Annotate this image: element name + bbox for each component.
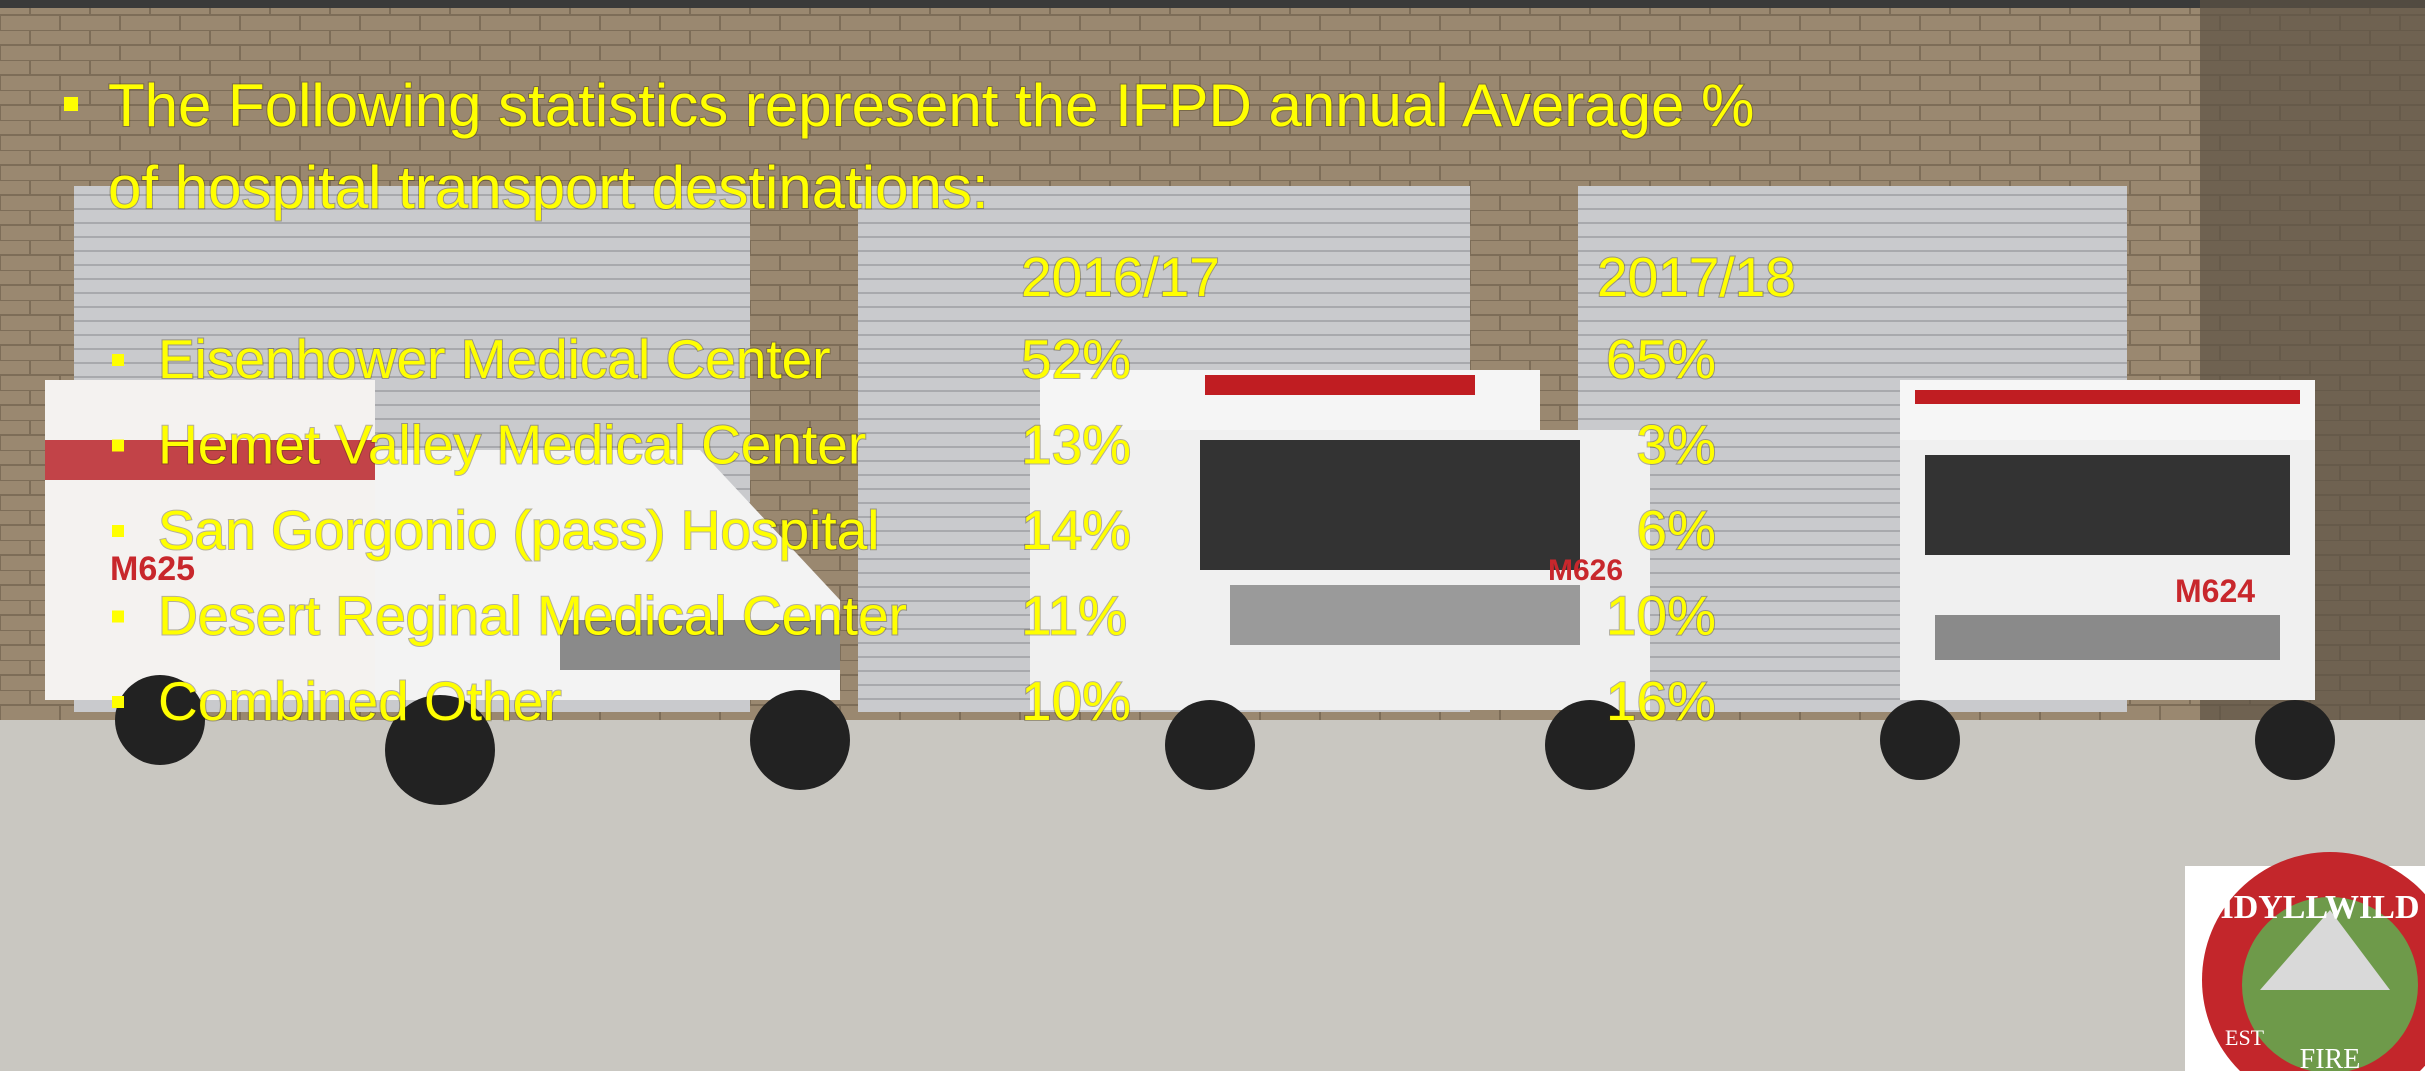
column-header: 2017/18	[1597, 246, 1796, 308]
bullet	[112, 696, 124, 708]
hospital-name: San Gorgonio (pass) Hospital	[158, 499, 879, 561]
logo-est: EST	[2225, 1025, 2265, 1050]
logo-name: IDYLLWILD	[2220, 889, 2419, 926]
ambulance: M626	[1030, 370, 1650, 790]
content: The Following statistics represent the I…	[64, 71, 1797, 733]
percent: 10%	[1606, 585, 1716, 647]
percent: 3%	[1637, 414, 1717, 476]
vehicle-id: M624	[2175, 573, 2255, 609]
percent: 14%	[1021, 499, 1131, 561]
logo: IDYLLWILD EST FIRE	[2185, 852, 2425, 1071]
title-line: of hospital transport destinations:	[108, 154, 989, 221]
hospital-name: Hemet Valley Medical Center	[158, 414, 866, 476]
percent: 16%	[1606, 670, 1716, 732]
percent: 52%	[1021, 328, 1131, 390]
hospital-name: Combined Other	[158, 670, 562, 732]
bullet	[112, 354, 124, 366]
title-line: The Following statistics represent the I…	[108, 72, 1754, 139]
bullet	[112, 610, 124, 623]
bullet	[112, 525, 124, 537]
percent: 65%	[1606, 328, 1716, 390]
hospital-name: Eisenhower Medical Center	[158, 328, 831, 390]
hospital-name: Desert Reginal Medical Center	[158, 585, 907, 647]
percent: 10%	[1021, 670, 1131, 732]
column-header: 2016/17	[1021, 246, 1220, 308]
logo-bottom: FIRE	[2300, 1044, 2361, 1071]
bullet	[112, 439, 124, 452]
ambulance: M625	[45, 380, 850, 805]
vehicle-id: M626	[1548, 554, 1623, 587]
percent: 11%	[1021, 585, 1127, 647]
bullet	[64, 97, 78, 111]
ambulance: M624	[1880, 380, 2335, 780]
percent: 13%	[1021, 414, 1131, 476]
vehicle-id: M625	[110, 550, 195, 588]
percent: 6%	[1637, 499, 1717, 561]
